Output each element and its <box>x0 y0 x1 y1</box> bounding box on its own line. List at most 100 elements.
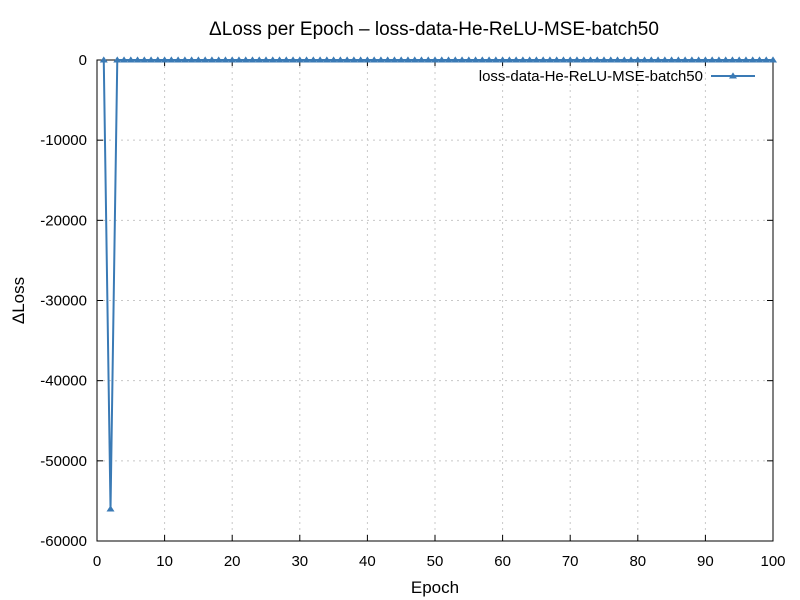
data-point <box>376 56 385 63</box>
data-point <box>241 56 250 63</box>
data-point <box>708 56 717 63</box>
data-point <box>106 505 115 512</box>
legend-label: loss-data-He-ReLU-MSE-batch50 <box>479 68 703 85</box>
data-point <box>147 56 156 63</box>
data-point <box>458 56 467 63</box>
data-point <box>214 56 223 63</box>
data-point <box>667 56 676 63</box>
x-tick-label: 60 <box>494 553 511 570</box>
data-point <box>687 56 696 63</box>
chart-title: ΔLoss per Epoch – loss-data-He-ReLU-MSE-… <box>209 19 659 40</box>
data-point <box>600 56 608 63</box>
x-tick-label: 80 <box>629 553 646 570</box>
data-point <box>681 56 690 63</box>
y-tick-label: -30000 <box>40 293 87 310</box>
data-point <box>282 56 291 63</box>
data-point <box>370 56 379 63</box>
data-point <box>485 56 494 63</box>
data-point <box>390 56 399 63</box>
data-point <box>343 56 352 63</box>
x-tick-label: 70 <box>562 553 579 570</box>
series-layer <box>99 56 777 512</box>
y-tick-label: -20000 <box>40 212 87 229</box>
data-point <box>498 56 507 63</box>
data-point <box>654 56 663 63</box>
data-point <box>309 56 318 63</box>
data-point <box>424 56 433 63</box>
data-point <box>302 56 311 63</box>
data-point <box>586 56 595 63</box>
data-point <box>207 56 216 63</box>
data-point <box>769 56 777 63</box>
data-point <box>383 56 392 63</box>
data-point <box>316 56 325 63</box>
x-axis-label: Epoch <box>411 578 459 597</box>
data-point <box>444 56 453 63</box>
data-point <box>262 56 270 63</box>
data-point <box>512 56 521 63</box>
data-point <box>417 56 426 63</box>
x-tick-label: 90 <box>697 553 714 570</box>
data-point <box>728 56 737 63</box>
data-point <box>153 56 162 63</box>
data-point <box>228 56 237 63</box>
legend: loss-data-He-ReLU-MSE-batch50 <box>479 68 755 85</box>
data-point <box>363 56 372 63</box>
data-point <box>194 56 203 63</box>
data-point <box>545 56 554 63</box>
data-point <box>275 56 284 63</box>
data-point <box>647 56 656 63</box>
data-point <box>694 56 703 63</box>
data-point <box>613 56 622 63</box>
data-point <box>559 56 568 63</box>
data-point <box>410 56 419 63</box>
data-point <box>289 56 298 63</box>
data-point <box>701 56 710 63</box>
data-point <box>755 56 764 63</box>
series-0 <box>99 56 777 512</box>
data-point <box>99 56 108 63</box>
x-tick-label: 100 <box>760 553 785 570</box>
data-point <box>593 56 602 63</box>
data-point <box>762 56 771 63</box>
x-tick-label: 30 <box>291 553 308 570</box>
data-point <box>539 56 548 63</box>
data-point <box>356 56 365 63</box>
data-point <box>133 56 142 63</box>
data-point <box>174 56 183 63</box>
y-tick-label: -50000 <box>40 453 87 470</box>
data-point <box>336 56 345 63</box>
data-point <box>735 56 744 63</box>
data-point <box>633 56 642 63</box>
data-point <box>451 56 460 63</box>
data-point <box>518 56 527 63</box>
data-point <box>397 56 406 63</box>
data-point <box>113 56 122 63</box>
data-point <box>160 56 169 63</box>
x-tick-label: 20 <box>224 553 241 570</box>
x-tick-label: 50 <box>427 553 444 570</box>
data-point <box>566 56 575 63</box>
y-axis-label: ΔLoss <box>9 277 28 324</box>
data-point <box>201 56 210 63</box>
data-point <box>464 56 473 63</box>
data-point <box>627 56 636 63</box>
data-point <box>437 56 446 63</box>
data-point <box>120 56 129 63</box>
data-point <box>714 56 723 63</box>
data-point <box>674 56 683 63</box>
data-point <box>579 56 588 63</box>
data-point <box>741 56 750 63</box>
grid <box>97 60 773 541</box>
data-point <box>167 56 176 63</box>
data-point <box>140 56 149 63</box>
data-point <box>255 56 264 63</box>
data-point <box>403 56 412 63</box>
data-point <box>268 56 277 63</box>
ticks: 0 10 20 30 40 50 60 70 80 90 100 0 -10000 -20000 -3000… <box>40 52 785 570</box>
y-tick-label: 0 <box>79 52 87 69</box>
data-point <box>234 56 243 63</box>
data-point <box>431 56 439 63</box>
data-point <box>187 56 196 63</box>
